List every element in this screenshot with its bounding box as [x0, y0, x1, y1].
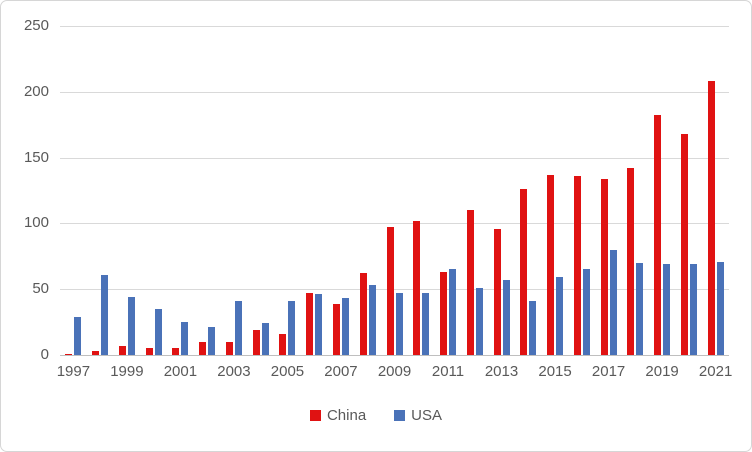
bar-china-2013: [493, 229, 501, 355]
gridline: [60, 289, 729, 291]
bar-usa-2017: [609, 250, 617, 355]
bar-china-2016: [573, 176, 581, 355]
bar-usa-2002: [208, 327, 216, 355]
bar-china-2015: [547, 175, 555, 355]
x-axis-label: 2007: [324, 363, 358, 380]
bar-usa-2004: [261, 323, 269, 355]
bar-usa-2014: [529, 301, 537, 355]
usa-legend-swatch: [394, 410, 406, 421]
bar-usa-2015: [556, 277, 564, 355]
bar-china-1998: [92, 351, 100, 355]
bar-china-2009: [386, 227, 394, 355]
y-axis-label: 200: [23, 82, 49, 100]
bar-usa-2008: [368, 285, 376, 355]
bar-usa-2005: [288, 301, 296, 355]
gridline: [60, 91, 729, 93]
gridline: [60, 223, 729, 225]
bar-usa-2016: [582, 269, 590, 355]
y-axis-label: 0: [40, 346, 49, 363]
bar-china-2019: [654, 115, 662, 355]
bar-china-2000: [145, 348, 153, 355]
x-axis-label: 2009: [377, 363, 412, 380]
legend-item-china: China: [309, 407, 367, 424]
x-axis-label: 2017: [591, 363, 626, 380]
bar-china-2020: [680, 134, 688, 355]
bar-usa-2000: [154, 309, 162, 355]
bar-china-2008: [359, 273, 367, 355]
bar-usa-2012: [475, 288, 483, 355]
bar-china-2005: [279, 334, 287, 355]
bar-china-2014: [520, 189, 528, 355]
bar-china-2012: [466, 210, 474, 355]
bar-china-2018: [627, 168, 635, 355]
bar-usa-2009: [395, 293, 403, 355]
bar-china-2002: [199, 342, 207, 355]
bar-usa-2013: [502, 280, 510, 355]
bar-china-2007: [332, 304, 340, 355]
bar-china-2004: [252, 330, 260, 355]
bar-china-2021: [707, 81, 715, 355]
bar-usa-2020: [689, 264, 697, 355]
bar-usa-1997: [74, 317, 82, 355]
y-axis-label: 50: [32, 280, 49, 298]
y-axis-label: 150: [23, 148, 49, 166]
x-axis-label: 2019: [645, 363, 679, 380]
x-axis-label: 2021: [698, 363, 733, 380]
bar-china-2001: [172, 348, 180, 355]
bar-usa-2003: [234, 301, 242, 355]
x-axis-label: 1999: [110, 363, 144, 380]
bar-usa-2018: [636, 263, 644, 355]
x-axis-label: 2003: [217, 363, 251, 380]
chart-legend: China USA: [1, 407, 751, 424]
usa-legend-label: USA: [411, 407, 443, 424]
x-axis-label: 2001: [163, 363, 198, 380]
bar-china-1999: [118, 346, 126, 355]
china-legend-swatch: [309, 410, 321, 421]
x-axis-label: 2013: [484, 363, 519, 380]
gridline: [60, 157, 729, 159]
bar-usa-2010: [422, 293, 430, 355]
x-axis-label: 1997: [56, 363, 91, 380]
bar-usa-2011: [449, 269, 457, 355]
bar-china-1997: [65, 354, 73, 355]
plot-area: [60, 26, 729, 356]
bar-usa-2021: [716, 262, 724, 355]
bar-china-2010: [413, 221, 421, 355]
y-axis-label: 100: [23, 214, 49, 232]
bar-china-2017: [600, 179, 608, 355]
y-axis-label: 250: [23, 17, 49, 34]
bar-china-2011: [440, 272, 448, 355]
legend-item-usa: USA: [394, 407, 442, 424]
bar-usa-2019: [663, 264, 671, 355]
x-axis-label: 2011: [431, 363, 465, 380]
china-legend-label: China: [326, 407, 367, 424]
x-axis-label: 2005: [270, 363, 305, 380]
bar-usa-2007: [341, 298, 349, 355]
bar-china-2006: [306, 293, 314, 355]
bar-china-2003: [225, 342, 233, 355]
bar-usa-2006: [315, 294, 323, 355]
gridline: [60, 26, 729, 27]
bar-usa-1999: [127, 297, 135, 355]
bar-usa-1998: [101, 275, 109, 355]
x-axis-line: [60, 355, 729, 356]
x-axis-label: 2015: [538, 363, 572, 380]
bar-usa-2001: [181, 322, 189, 355]
